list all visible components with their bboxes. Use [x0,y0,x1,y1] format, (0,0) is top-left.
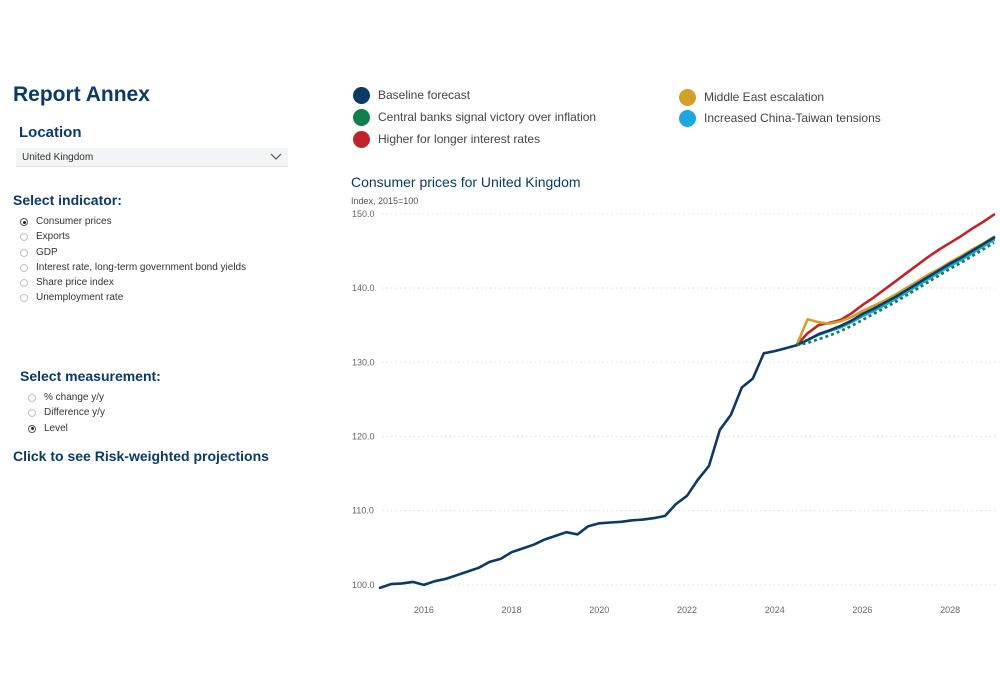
radio-unselected-icon [28,394,36,402]
measurement-label: Select measurement: [20,368,161,384]
chevron-down-icon [270,153,282,160]
radio-unselected-icon [20,233,28,242]
x-tick-label: 2026 [852,605,872,615]
series-line-middle-east-escalation [795,235,996,347]
series-line-higher-for-longer-interest-rates [795,213,996,347]
legend-dot-icon [353,131,370,148]
report-title: Report Annex [13,83,150,106]
chart-title: Consumer prices for United Kingdom [351,174,581,190]
series-line-central-banks-signal-victory-over-inflation [796,241,995,347]
risk-weighted-projections-link[interactable]: Click to see Risk-weighted projections [13,448,269,464]
legend-dot-icon [679,110,696,127]
location-label: Location [19,124,82,141]
radio-unselected-icon [20,294,28,303]
series-line-baseline-forecast [378,236,996,590]
legend-dot-icon [353,109,370,126]
x-tick-label: 2022 [677,605,697,615]
legend-dot-icon [679,89,696,106]
x-tick-label: 2016 [414,605,434,615]
y-tick-label: 130.0 [352,357,375,367]
y-tick-label: 150.0 [352,209,375,219]
y-tick-label: 110.0 [352,506,374,516]
radio-unselected-icon [20,263,28,272]
radio-unselected-icon [28,409,36,418]
x-tick-label: 2020 [589,605,609,615]
indicator-label: Select indicator: [13,192,122,208]
y-tick-label: 100.0 [352,580,375,590]
legend-dot-icon [353,87,370,104]
chart-subtitle: Index, 2015=100 [351,196,419,206]
x-tick-label: 2018 [502,605,522,615]
x-tick-label: 2024 [765,605,785,615]
y-tick-label: 140.0 [352,283,375,293]
location-dropdown-value: United Kingdom [22,152,94,163]
y-tick-label: 120.0 [352,431,375,441]
x-tick-label: 2028 [940,605,960,615]
radio-unselected-icon [20,279,28,288]
radio-selected-icon [20,218,28,226]
radio-unselected-icon [20,248,28,257]
location-dropdown[interactable]: United Kingdom [16,148,288,167]
radio-selected-icon [28,424,36,433]
